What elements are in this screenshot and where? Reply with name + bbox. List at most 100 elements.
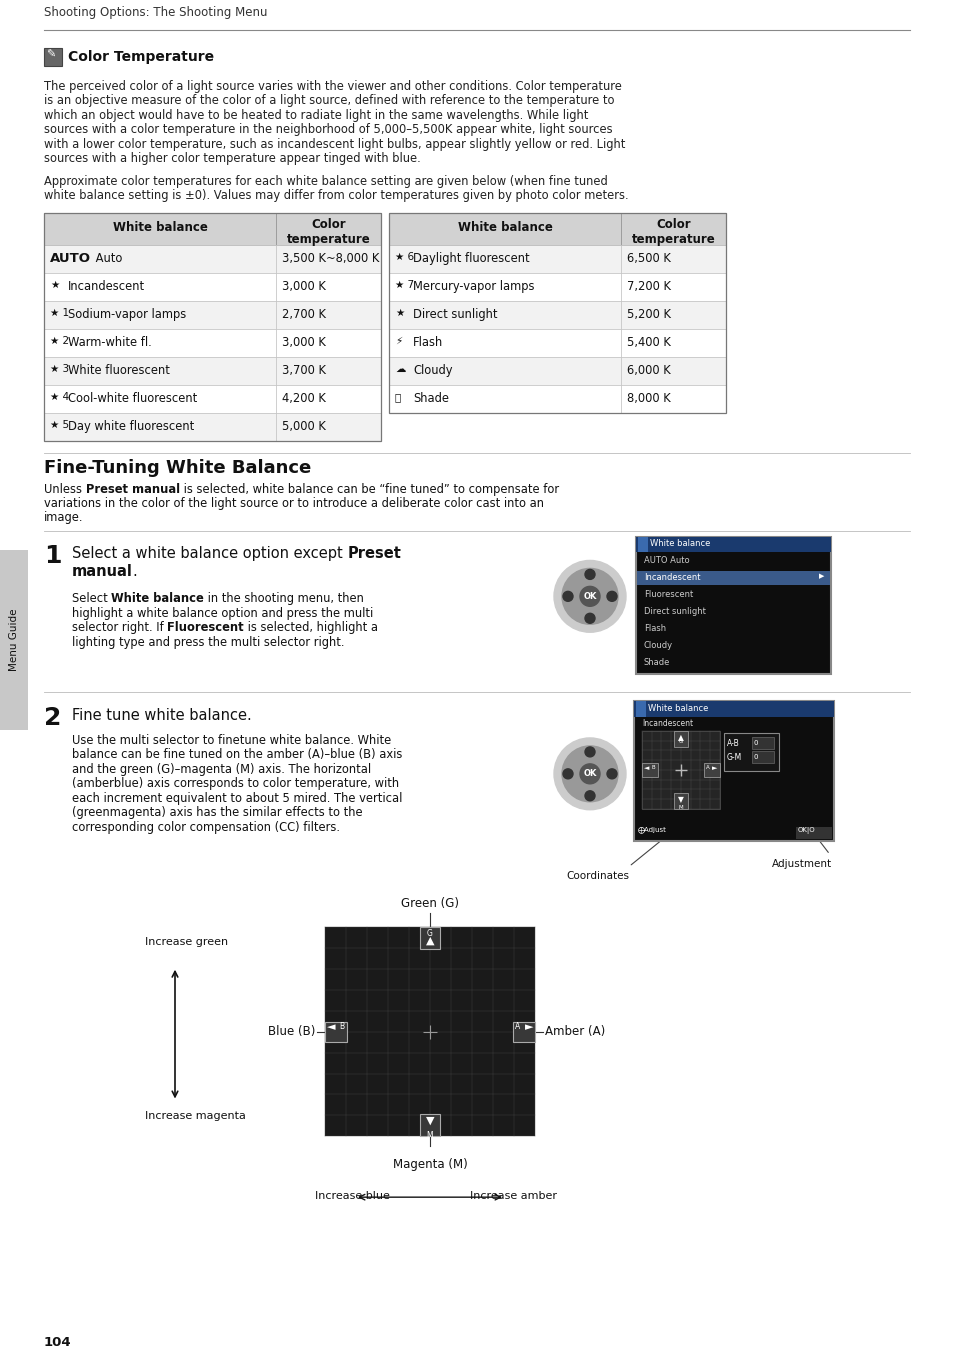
Bar xyxy=(325,1022,347,1041)
Text: is an objective measure of the color of a light source, defined with reference t: is an objective measure of the color of … xyxy=(44,95,614,107)
Text: Blue (B): Blue (B) xyxy=(268,1025,314,1038)
Text: 8,000 K: 8,000 K xyxy=(626,392,670,404)
Bar xyxy=(751,737,773,749)
Bar xyxy=(638,537,647,553)
Bar xyxy=(419,1114,439,1136)
Text: Amber (A): Amber (A) xyxy=(544,1025,604,1038)
Text: Cool-white fluorescent: Cool-white fluorescent xyxy=(68,392,197,404)
Text: White balance: White balance xyxy=(649,539,710,549)
Text: The perceived color of a light source varies with the viewer and other condition: The perceived color of a light source va… xyxy=(44,80,621,93)
Text: balance can be fine tuned on the amber (A)–blue (B) axis: balance can be fine tuned on the amber (… xyxy=(71,749,402,761)
Text: ▼: ▼ xyxy=(425,1115,434,1125)
Text: ★ 1: ★ 1 xyxy=(50,308,69,318)
Bar xyxy=(44,214,380,441)
Text: 2,700 K: 2,700 K xyxy=(282,308,326,322)
Text: 4,200 K: 4,200 K xyxy=(282,392,326,404)
Text: A: A xyxy=(705,765,709,769)
Text: Mercury-vapor lamps: Mercury-vapor lamps xyxy=(413,280,534,293)
Bar xyxy=(641,731,720,808)
Text: 5,400 K: 5,400 K xyxy=(626,337,670,349)
Text: Direct sunlight: Direct sunlight xyxy=(643,607,705,617)
Text: Shooting Options: The Shooting Menu: Shooting Options: The Shooting Menu xyxy=(44,5,267,19)
Bar xyxy=(389,214,620,245)
Text: Flash: Flash xyxy=(643,625,665,633)
Text: AUTO Auto: AUTO Auto xyxy=(643,557,689,565)
Text: Color Temperature: Color Temperature xyxy=(68,50,213,64)
Bar xyxy=(751,750,773,763)
Text: ▶: ▶ xyxy=(818,573,823,580)
Bar xyxy=(275,329,380,357)
Bar xyxy=(620,357,725,385)
Text: Fluorescent: Fluorescent xyxy=(643,591,693,599)
Text: sources with a color temperature in the neighborhood of 5,000–5,500K appear whit: sources with a color temperature in the … xyxy=(44,123,612,137)
Text: selector right. If: selector right. If xyxy=(71,622,167,634)
Bar xyxy=(275,301,380,329)
Bar xyxy=(389,329,620,357)
Bar xyxy=(389,245,620,273)
Circle shape xyxy=(561,568,618,625)
Text: 104: 104 xyxy=(44,1336,71,1349)
Bar xyxy=(634,702,833,717)
Text: Adjustment: Adjustment xyxy=(771,859,831,868)
Text: OK: OK xyxy=(582,592,596,600)
Text: ★ 5: ★ 5 xyxy=(50,420,69,430)
Text: ★: ★ xyxy=(395,308,404,318)
Text: Warm-white fl.: Warm-white fl. xyxy=(68,337,152,349)
Bar xyxy=(637,572,829,585)
Text: AUTO: AUTO xyxy=(50,253,91,265)
Bar xyxy=(44,245,275,273)
Text: ★: ★ xyxy=(50,280,59,291)
Text: Increase amber: Increase amber xyxy=(470,1191,557,1201)
Bar xyxy=(275,245,380,273)
Text: 3,500 K~8,000 K: 3,500 K~8,000 K xyxy=(282,253,379,265)
Text: Increase magenta: Increase magenta xyxy=(145,1111,246,1121)
Text: Use the multi selector to finetune white balance. White: Use the multi selector to finetune white… xyxy=(71,734,391,746)
Text: G: G xyxy=(427,929,433,938)
Bar xyxy=(620,301,725,329)
Text: 5,200 K: 5,200 K xyxy=(626,308,670,322)
Circle shape xyxy=(584,614,595,623)
Text: 0: 0 xyxy=(753,754,758,760)
Text: 3,000 K: 3,000 K xyxy=(282,337,326,349)
Text: 5,000 K: 5,000 K xyxy=(282,420,326,433)
Bar xyxy=(325,927,535,1136)
Circle shape xyxy=(562,769,573,779)
Text: Select a white balance option except: Select a white balance option except xyxy=(71,546,347,561)
Bar xyxy=(703,763,720,777)
Text: M: M xyxy=(426,1132,433,1140)
Bar xyxy=(723,733,779,771)
Text: White balance: White balance xyxy=(112,592,204,606)
Bar xyxy=(389,385,620,412)
Text: ⨁Adjust: ⨁Adjust xyxy=(638,826,666,833)
Text: 3,700 K: 3,700 K xyxy=(282,364,326,377)
Bar xyxy=(44,301,275,329)
Circle shape xyxy=(554,738,625,810)
Text: OK: OK xyxy=(582,769,596,779)
Text: ⛺: ⛺ xyxy=(395,392,401,402)
Text: 3,000 K: 3,000 K xyxy=(282,280,326,293)
Text: 0: 0 xyxy=(753,740,758,746)
Bar xyxy=(673,792,687,808)
Text: with a lower color temperature, such as incandescent light bulbs, appear slightl: with a lower color temperature, such as … xyxy=(44,138,625,150)
Bar xyxy=(673,731,687,746)
Text: (amberblue) axis corresponds to color temperature, with: (amberblue) axis corresponds to color te… xyxy=(71,777,398,791)
Text: ▲: ▲ xyxy=(425,936,434,946)
Text: white balance setting is ±0). Values may differ from color temperatures given by: white balance setting is ±0). Values may… xyxy=(44,189,628,201)
Bar xyxy=(620,385,725,412)
Text: Day white fluorescent: Day white fluorescent xyxy=(68,420,194,433)
Text: lighting type and press the multi selector right.: lighting type and press the multi select… xyxy=(71,635,344,649)
Text: Green (G): Green (G) xyxy=(400,896,458,910)
Bar xyxy=(636,537,830,553)
Bar xyxy=(636,702,645,717)
Text: and the green (G)–magenta (M) axis. The horizontal: and the green (G)–magenta (M) axis. The … xyxy=(71,763,371,776)
Bar xyxy=(641,763,658,777)
Text: is selected, white balance can be “fine tuned” to compensate for: is selected, white balance can be “fine … xyxy=(179,483,558,496)
Text: Cloudy: Cloudy xyxy=(413,364,452,377)
Text: image.: image. xyxy=(44,511,84,523)
Text: Shade: Shade xyxy=(413,392,449,404)
Text: ★ 7: ★ 7 xyxy=(395,280,414,291)
Text: A: A xyxy=(515,1022,519,1030)
Text: variations in the color of the light source or to introduce a deliberate color c: variations in the color of the light sou… xyxy=(44,496,543,510)
Text: ★ 4: ★ 4 xyxy=(50,392,69,402)
Text: Incandescent: Incandescent xyxy=(68,280,145,293)
